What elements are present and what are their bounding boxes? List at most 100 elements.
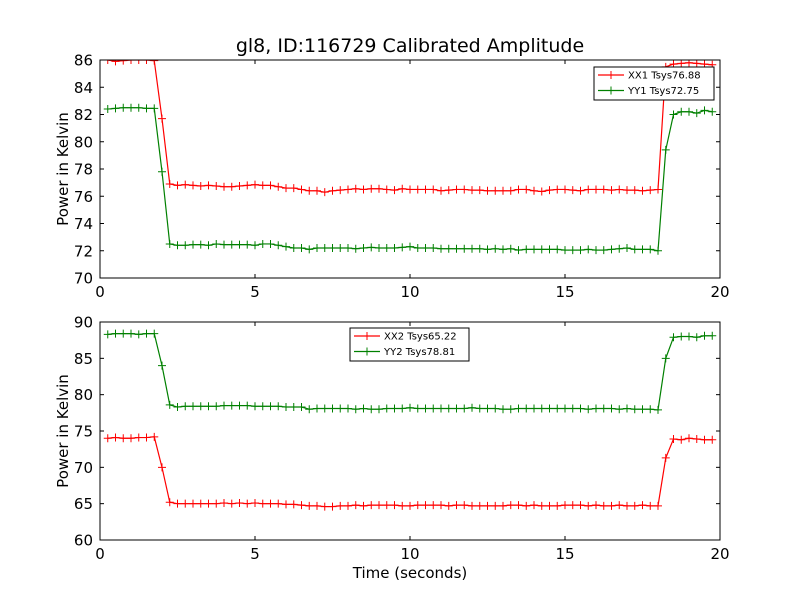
top-y-tick-label: 80: [74, 133, 93, 151]
bottom-series-2-point: [196, 402, 205, 411]
top-series-2-point: [382, 244, 391, 253]
bottom-series-2-point: [661, 354, 670, 363]
top-series-2-point: [483, 245, 492, 254]
top-series-2-point: [212, 239, 221, 248]
top-series-2-point: [111, 104, 120, 113]
top-series-1-point: [398, 184, 407, 193]
top-series-2-point: [576, 246, 585, 255]
bottom-series-1-point: [189, 499, 197, 508]
top-series-2-point: [584, 245, 593, 254]
top-series-1-point: [227, 182, 236, 191]
top-series-2-point: [235, 240, 244, 249]
bottom-series-1-point: [359, 501, 368, 510]
bottom-series-1-point: [654, 501, 662, 510]
top-series-2-point: [700, 106, 709, 115]
top-series-2-point: [475, 244, 484, 253]
bottom-series-1-point: [375, 501, 383, 510]
bottom-series-2-point: [328, 404, 337, 413]
top-series-2-point: [258, 239, 267, 248]
top-plot: 0 5 10 15 20 70 72 74 76 78 80 82 84 86 Power in Kelvi…: [54, 52, 730, 302]
top-x-tick-label: 5: [250, 283, 260, 301]
bottom-series-2-point: [266, 402, 275, 411]
bottom-series-2-point: [568, 404, 577, 413]
top-series-2-point: [344, 244, 352, 253]
top-series-1-point: [654, 185, 662, 194]
bottom-series-1-point: [390, 501, 399, 510]
top-series-1-point: [367, 184, 376, 193]
top-series-2-point: [545, 245, 554, 254]
top-series-1-point: [638, 186, 647, 195]
top-series-2-point: [568, 246, 577, 255]
bottom-x-tick-label: 15: [555, 545, 574, 563]
top-series-2-point: [553, 245, 562, 254]
bottom-series-1-point: [491, 501, 500, 510]
bottom-series-2-point: [700, 331, 709, 340]
bottom-series-2-point: [537, 404, 546, 413]
bottom-series-1-point: [421, 501, 430, 510]
top-series-2-point: [437, 244, 445, 253]
top-series-2-point: [181, 241, 190, 250]
bottom-series-2-point: [599, 404, 608, 413]
bottom-series-2-point: [398, 404, 407, 413]
top-x-tick-label: 20: [710, 283, 729, 301]
top-y-tick-label: 70: [74, 270, 93, 288]
top-series-2-point: [297, 244, 306, 253]
top-series-2-point: [251, 241, 259, 250]
top-series-2-point: [669, 110, 678, 119]
bottom-series-2-point: [561, 404, 569, 413]
bottom-legend-2-marker: [363, 347, 371, 356]
bottom-series-1-point: [561, 501, 569, 510]
top-series-1-point: [530, 186, 538, 195]
bottom-legend: XX2 Tsys65.22 YY2 Tsys78.81: [349, 327, 470, 362]
top-series-1-point: [692, 60, 701, 68]
top-series-2-point: [196, 240, 205, 249]
top-series-1-point: [165, 179, 174, 188]
bottom-series-1-point: [568, 501, 577, 510]
bottom-series-1-point: [297, 501, 306, 510]
bottom-series-2-point: [677, 332, 686, 341]
top-series-2-point: [654, 246, 662, 255]
top-series-1-point: [576, 186, 585, 195]
bottom-series-2-point: [235, 401, 244, 410]
top-series-2-point: [561, 246, 569, 255]
top-series-2-point: [661, 145, 670, 154]
top-series-2-point: [615, 244, 624, 253]
top-series-2-point: [134, 103, 143, 112]
top-series-1-point: [646, 186, 655, 195]
bottom-series-1-point: [607, 501, 616, 510]
top-series-2-point: [406, 242, 414, 251]
bottom-series-2-point: [468, 403, 476, 412]
bottom-series-1-point: [258, 499, 267, 508]
bottom-series-1-point: [320, 502, 329, 511]
bottom-series-1-point: [119, 434, 128, 443]
top-legend-1-label: XX1 Tsys76.88: [628, 71, 701, 82]
bottom-series-1-point: [460, 501, 469, 510]
bottom-series-2-point: [499, 405, 507, 414]
top-series-1-point: [111, 60, 120, 66]
bottom-series-2-point: [545, 404, 554, 413]
top-series-2-point: [313, 244, 321, 253]
top-series-2-point: [514, 246, 523, 255]
bottom-series-2-point: [351, 405, 360, 414]
bottom-x-tick-label: 20: [710, 545, 729, 563]
top-series-2-point: [390, 244, 399, 253]
top-series-2-point: [499, 245, 507, 254]
top-series-1-point: [344, 185, 352, 194]
top-series-2-point: [638, 245, 647, 254]
top-series-1-point: [181, 180, 190, 189]
top-series-1-point: [127, 60, 135, 64]
bottom-series-2-point: [359, 404, 368, 413]
bottom-series-2-point: [708, 331, 717, 340]
top-y-tick-label: 74: [74, 215, 93, 233]
bottom-series-2-point: [251, 402, 259, 411]
bottom-x-tick-label: 5: [250, 545, 260, 563]
bottom-x-tick-label: 10: [400, 545, 419, 563]
top-series-1-point: [313, 186, 321, 195]
bottom-series-1-point: [142, 433, 151, 442]
top-series-1-point: [499, 186, 507, 195]
top-series-1-point: [421, 185, 430, 194]
top-series-2-point: [413, 244, 422, 253]
bottom-series-1-point: [592, 501, 600, 510]
bottom-series-1-point: [282, 500, 290, 509]
bottom-series-2-point: [382, 404, 391, 413]
